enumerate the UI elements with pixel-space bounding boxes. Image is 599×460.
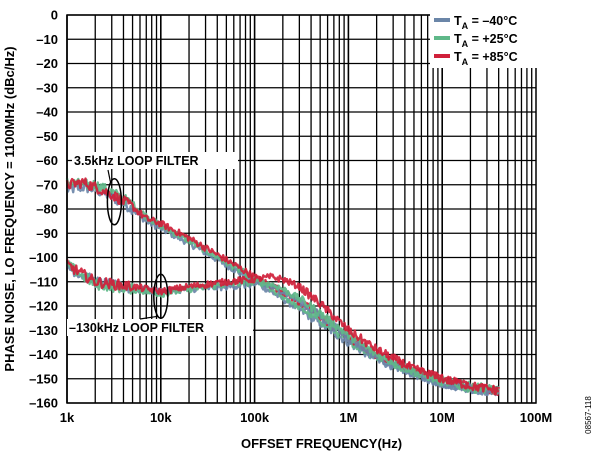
- x-tick-label: 100k: [240, 410, 270, 425]
- legend-label: TA = +85°C: [454, 50, 518, 67]
- y-tick-label: –70: [36, 177, 58, 192]
- y-tick-label: –20: [36, 56, 58, 71]
- legend-label: TA = +25°C: [454, 32, 518, 49]
- y-tick-label: –50: [36, 129, 58, 144]
- y-tick-label: –80: [36, 202, 58, 217]
- annotation-label: 3.5kHz LOOP FILTER: [74, 154, 199, 168]
- annotation-leader: [107, 169, 111, 182]
- x-axis-title: OFFSET FREQUENCY(Hz): [241, 436, 402, 451]
- y-tick-label: –120: [29, 299, 58, 314]
- y-tick-label: 0: [51, 8, 58, 23]
- series-line: [65, 259, 500, 396]
- x-tick-label: 10M: [430, 410, 455, 425]
- y-tick-label: –160: [29, 396, 58, 411]
- annotation-leader: [139, 315, 158, 320]
- legend: TA = –40°CTA = +25°CTA = +85°C: [430, 8, 546, 68]
- x-tick-label: 1k: [60, 410, 75, 425]
- x-tick-label: 100M: [520, 410, 553, 425]
- y-tick-label: –60: [36, 153, 58, 168]
- legend-label: TA = –40°C: [454, 14, 517, 31]
- annotation-bg: [67, 319, 253, 336]
- y-tick-label: –140: [29, 347, 58, 362]
- y-tick-label: –150: [29, 371, 58, 386]
- y-tick-label: –130: [29, 323, 58, 338]
- figure-id: 08567-118: [584, 396, 593, 434]
- y-axis-title: PHASE NOISE, LO FREQUENCY = 1100MHz (dBc…: [2, 46, 17, 371]
- y-tick-label: –30: [36, 80, 58, 95]
- y-tick-label: –90: [36, 226, 58, 241]
- x-tick-label: 10k: [150, 410, 172, 425]
- tick-labels: 0 –10 –20 –30 –40 –50 –60 –70 –80 –90 –100 –110 –120…: [29, 8, 552, 426]
- y-tick-label: –110: [30, 274, 58, 289]
- annotation-label: –130kHz LOOP FILTER: [69, 321, 204, 335]
- series-layer: [65, 177, 500, 397]
- y-tick-label: –40: [36, 105, 58, 120]
- y-tick-label: –100: [29, 250, 58, 265]
- annotation-ellipse: [153, 273, 169, 320]
- annotation-bg: [72, 152, 238, 169]
- annotation-ellipse: [106, 177, 123, 226]
- plot-frame: [66, 14, 537, 404]
- annotations: 3.5kHz LOOP FILTER –130kHz LOOP FILTER: [67, 152, 253, 336]
- x-tick-label: 1M: [339, 410, 357, 425]
- y-tick-label: –10: [36, 32, 58, 47]
